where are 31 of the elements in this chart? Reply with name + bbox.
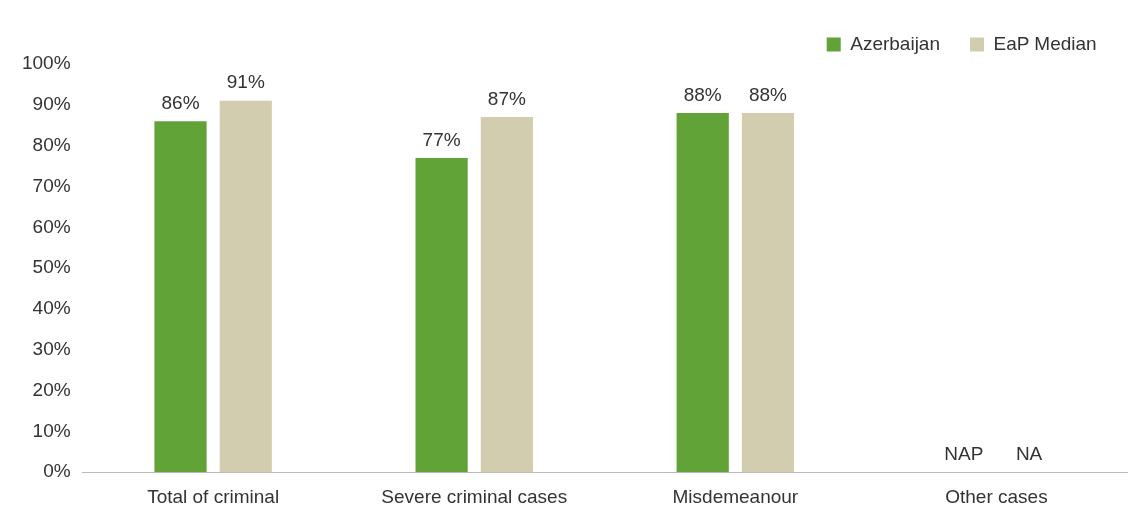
y-tick-label: 40% (32, 297, 71, 319)
y-tick-label: 60% (32, 215, 71, 237)
legend-label: Azerbaijan (850, 32, 940, 54)
y-tick-label: 20% (32, 378, 71, 400)
data-label: 91% (226, 71, 265, 93)
x-tick-label: Other cases (945, 485, 1048, 507)
y-tick-label: 30% (32, 337, 71, 359)
text: NA (1015, 442, 1043, 464)
y-tick-label: 10% (32, 419, 71, 441)
data-label: 77% (422, 128, 461, 150)
bar (676, 112, 729, 473)
data-label: 86% (161, 91, 200, 113)
y-tick-label: 70% (32, 174, 71, 196)
data-label: 88% (748, 83, 788, 105)
data-label: 87% (487, 87, 526, 109)
text: NAP (944, 442, 984, 464)
bar (741, 112, 795, 473)
legend-label: EaP Median (993, 32, 1097, 54)
y-tick-label: 80% (32, 133, 71, 155)
y-tick-label: 100% (21, 52, 71, 74)
y-tick-label: 0% (43, 460, 71, 482)
bar (415, 157, 468, 473)
bar (480, 117, 533, 473)
data-label: 88% (683, 83, 722, 105)
y-tick-label: 90% (32, 93, 71, 115)
y-tick-label: 50% (32, 256, 71, 278)
x-tick-label: Misdemeanour (672, 485, 799, 507)
x-tick-label: Severe criminal cases (381, 485, 568, 507)
x-tick-label: Total of criminal (147, 485, 280, 507)
bar (219, 100, 272, 473)
bar (154, 121, 207, 473)
